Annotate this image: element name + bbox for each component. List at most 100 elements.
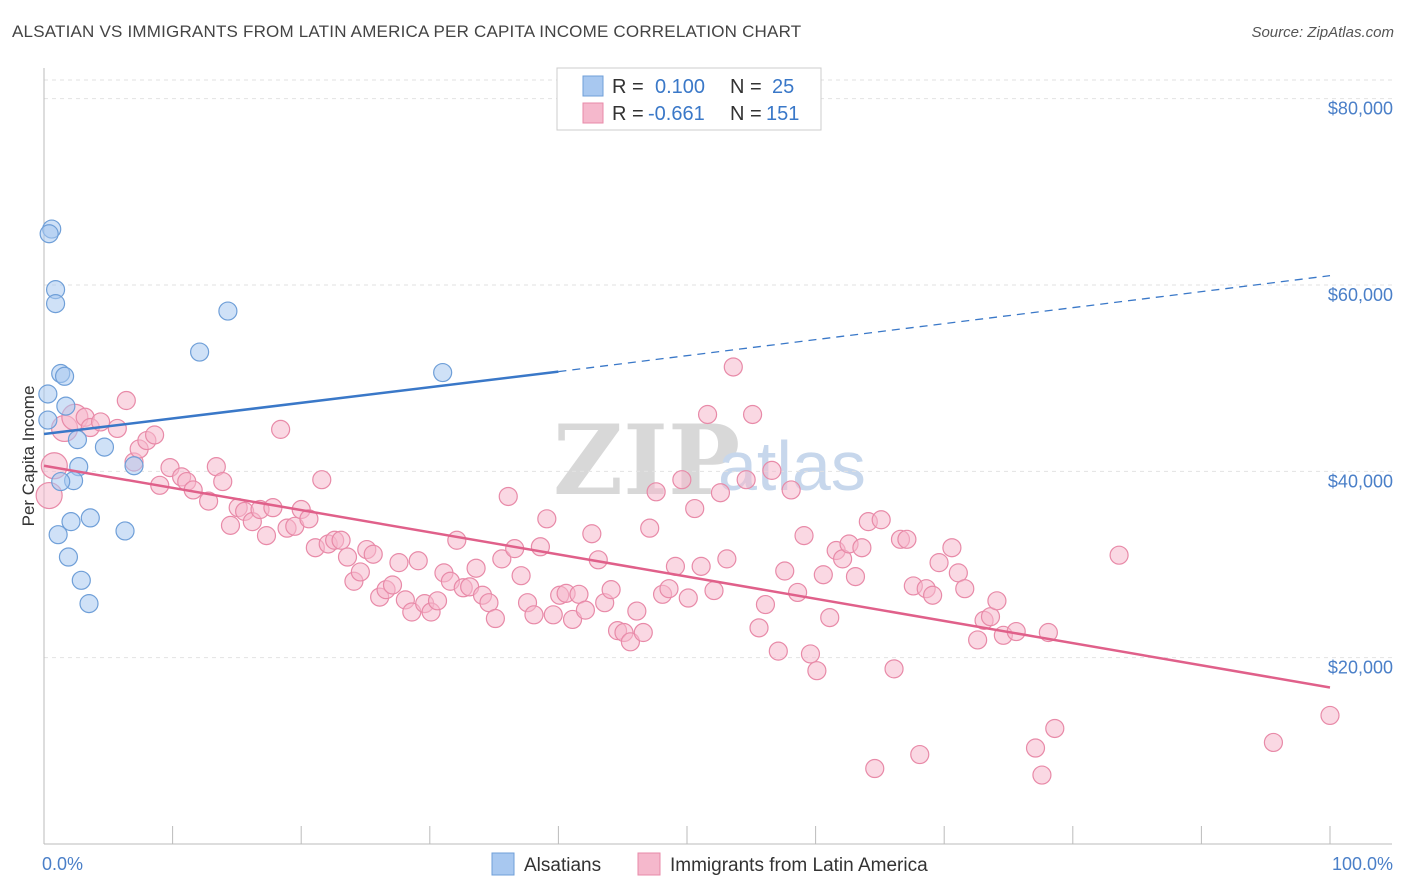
pink-point-93 (691, 556, 711, 576)
legend-swatch-alsatians (582, 75, 604, 97)
pink-point-46 (389, 553, 409, 573)
pink-point-83 (627, 601, 647, 621)
blue-point-17 (115, 521, 135, 541)
pink-point-119 (865, 758, 885, 779)
pink-point-104 (768, 641, 788, 661)
pink-point-8 (116, 390, 136, 411)
pink-point-18 (199, 491, 219, 511)
blue-point-6 (38, 384, 58, 404)
bottom-legend-swatch-alsatians (491, 852, 515, 876)
pink-point-109 (800, 644, 821, 664)
pink-point-96 (710, 483, 731, 503)
pink-point-91 (678, 588, 698, 608)
pink-point-20 (213, 471, 233, 492)
pink-point-121 (884, 659, 904, 679)
pink-point-88 (659, 579, 679, 599)
blue-point-14 (51, 471, 71, 492)
trend-line-latin-america (43, 464, 1331, 689)
pink-point-127 (923, 585, 943, 605)
pink-point-139 (1032, 765, 1052, 785)
pink-point-62 (492, 549, 512, 569)
blue-point-16 (61, 512, 81, 532)
pink-point-97 (717, 549, 737, 569)
blue-point-10 (94, 437, 115, 457)
blue-point-3 (45, 294, 66, 314)
pink-point-38 (337, 547, 358, 567)
legend-r-value-2: -0.661 (648, 103, 705, 125)
trend-lines (43, 275, 1331, 689)
x-tick-label-0: 0.0% (42, 854, 83, 874)
pink-point-108 (794, 526, 814, 546)
pink-point-99 (736, 470, 756, 490)
legend-r-label-2: R = (612, 103, 644, 125)
blue-point-8 (38, 410, 58, 430)
pink-point-70 (543, 605, 563, 625)
pink-point-58 (466, 558, 486, 578)
pink-point-100 (742, 404, 763, 425)
y-tick-label-1: $40,000 (1328, 471, 1393, 491)
pink-point-125 (910, 744, 930, 765)
y-tick-label-0: $20,000 (1328, 658, 1393, 678)
pink-point-116 (845, 566, 866, 587)
pink-point-27 (263, 498, 283, 518)
pink-point-141 (1045, 718, 1065, 739)
bottom-legend-label-latin-america: Immigrants from Latin America (670, 855, 928, 876)
blue-point-22 (190, 342, 210, 362)
pink-point-26 (256, 526, 277, 546)
pink-point-63 (498, 486, 518, 507)
chart-title: ALSATIAN VS IMMIGRANTS FROM LATIN AMERIC… (12, 22, 802, 41)
legend-r-value-1: 0.100 (655, 76, 705, 98)
pink-point-65 (511, 566, 531, 586)
blue-point-21 (79, 594, 99, 614)
pink-point-32 (299, 509, 319, 529)
legend-swatch-latin-america (582, 102, 604, 124)
blue-point-24 (433, 362, 453, 383)
pink-point-107 (787, 582, 808, 603)
pink-point-7 (107, 418, 127, 439)
pink-point-142 (1109, 545, 1129, 565)
pink-point-67 (524, 605, 544, 625)
blue-point-9 (67, 430, 88, 450)
pink-point-79 (601, 580, 621, 600)
pink-point-144 (1320, 705, 1340, 726)
pink-point-34 (312, 470, 332, 490)
source-credit: Source: ZipAtlas.com (1251, 24, 1394, 41)
pink-point-73 (562, 609, 583, 630)
pink-point-120 (871, 510, 891, 530)
grid (44, 79, 1392, 659)
series-alsatians-points (38, 219, 453, 614)
pink-point-106 (781, 480, 801, 500)
x-tick-label-1: 100.0% (1332, 854, 1393, 874)
pink-point-101 (749, 618, 769, 638)
pink-point-69 (537, 509, 557, 529)
blue-point-20 (71, 570, 91, 590)
pink-point-61 (485, 608, 505, 629)
pink-point-131 (955, 579, 975, 599)
blue-point-15 (80, 508, 100, 528)
pink-point-40 (350, 562, 370, 582)
pink-point-42 (363, 544, 383, 564)
trend-line-alsatians (43, 370, 559, 436)
pink-point-45 (382, 575, 403, 595)
blue-point-7 (56, 396, 76, 416)
pink-point-75 (575, 600, 596, 620)
series-latin-america-points (35, 357, 1340, 785)
pink-point-49 (408, 551, 428, 571)
legend-n-label-1: N = (730, 76, 762, 98)
trend-line-alsatians-extension (558, 275, 1331, 373)
pink-point-102 (755, 594, 776, 615)
pink-point-132 (968, 630, 988, 650)
pink-point-138 (1025, 738, 1046, 758)
pink-point-94 (697, 404, 718, 425)
pink-point-82 (620, 632, 641, 652)
pink-point-52 (427, 591, 448, 611)
pink-point-76 (582, 524, 602, 544)
y-tick-label-3: $80,000 (1328, 99, 1393, 119)
blue-point-12 (124, 456, 144, 476)
bottom-legend: Alsatians Immigrants from Latin America (491, 852, 928, 876)
pink-point-12 (144, 425, 165, 445)
pink-point-135 (987, 591, 1007, 611)
pink-point-86 (646, 482, 666, 502)
pink-point-128 (929, 553, 949, 573)
pink-point-103 (762, 460, 782, 480)
